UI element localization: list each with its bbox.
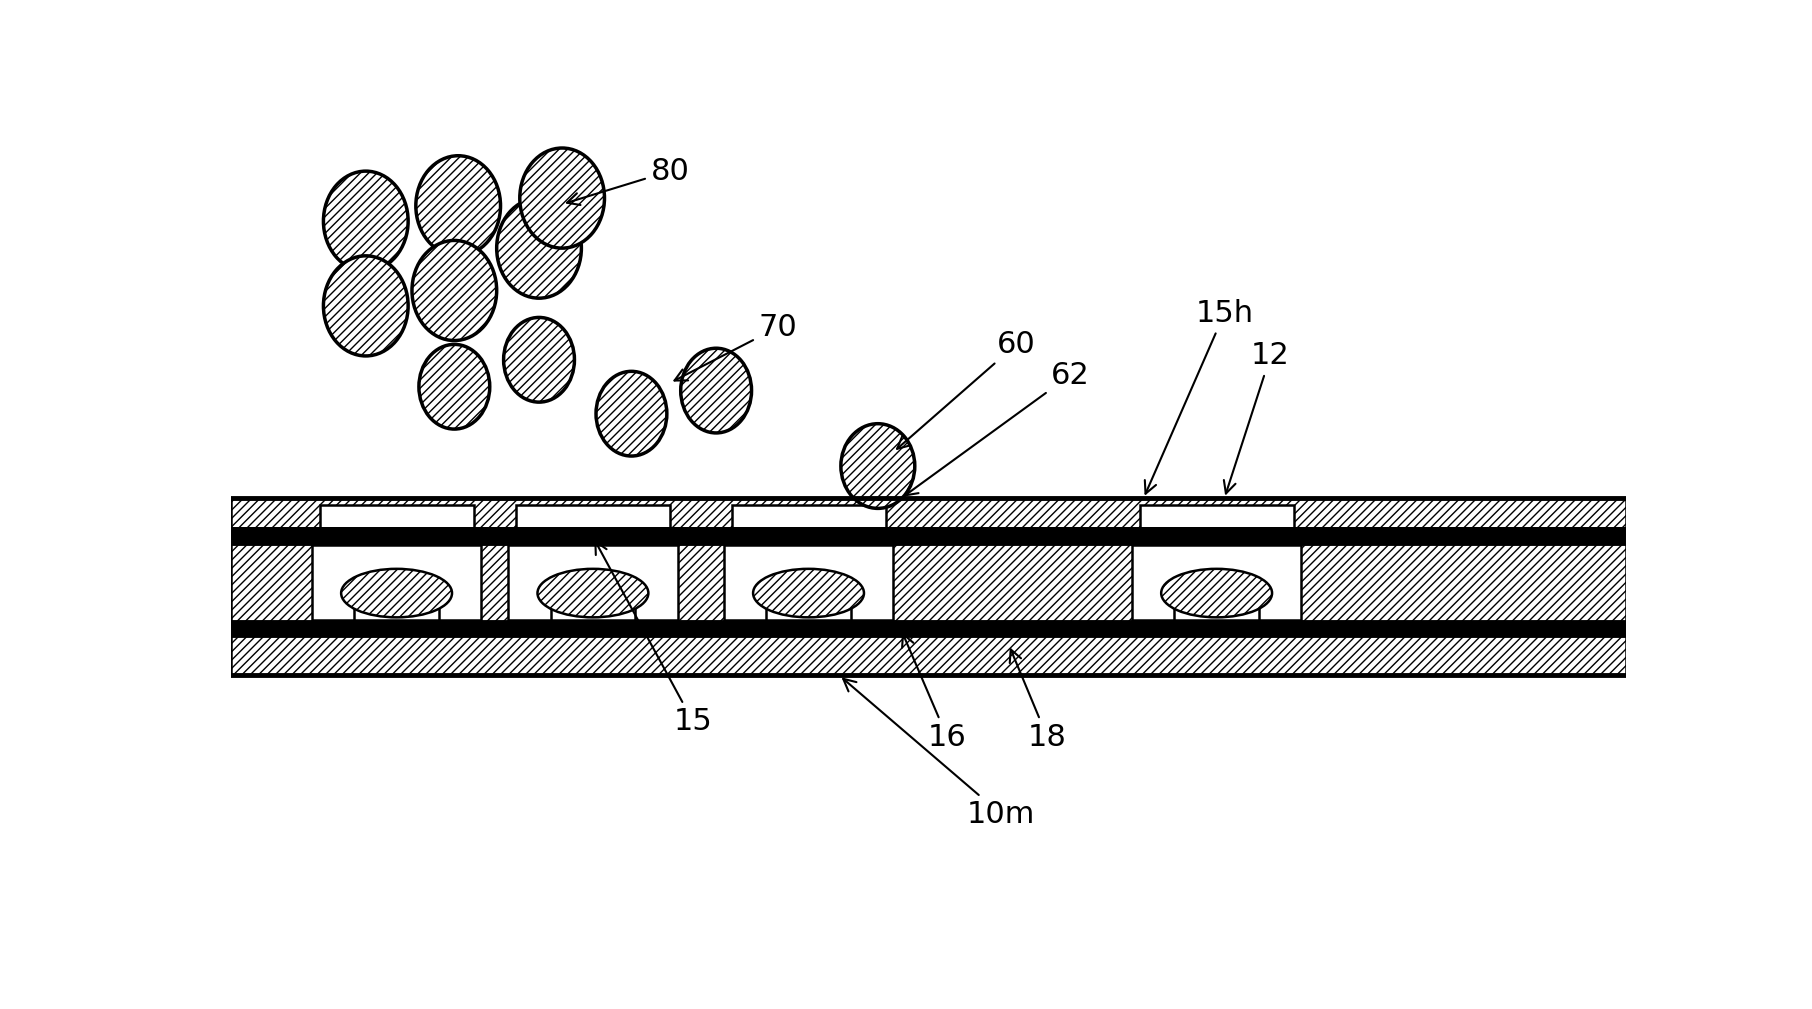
Polygon shape [1132,545,1301,621]
Ellipse shape [504,318,574,403]
Polygon shape [232,622,1627,636]
Polygon shape [723,545,893,621]
Polygon shape [732,504,886,528]
Polygon shape [232,529,1627,543]
Text: 15: 15 [596,542,712,737]
Ellipse shape [681,348,752,433]
Ellipse shape [754,569,864,618]
Ellipse shape [841,424,915,509]
Text: 62: 62 [904,360,1089,495]
Polygon shape [312,545,482,621]
Ellipse shape [411,240,496,340]
Polygon shape [1174,593,1259,621]
Ellipse shape [538,569,649,618]
Text: 16: 16 [902,634,966,752]
Ellipse shape [415,155,500,256]
Text: 18: 18 [1009,650,1067,752]
Polygon shape [319,504,473,528]
Polygon shape [551,593,636,621]
Ellipse shape [323,172,408,271]
Ellipse shape [520,148,605,248]
Polygon shape [1140,504,1294,528]
Polygon shape [516,504,670,528]
Ellipse shape [596,371,667,456]
Text: 10m: 10m [843,679,1035,828]
Text: 12: 12 [1223,341,1290,493]
Text: 15h: 15h [1145,299,1254,493]
Text: 70: 70 [674,313,797,380]
Polygon shape [232,543,1627,622]
Text: 60: 60 [897,330,1036,449]
Polygon shape [232,498,1627,529]
Polygon shape [232,636,1627,675]
Ellipse shape [496,198,582,299]
Polygon shape [507,545,678,621]
Text: 80: 80 [567,156,689,205]
Ellipse shape [1161,569,1272,618]
Polygon shape [353,593,439,621]
Ellipse shape [341,569,451,618]
Ellipse shape [323,256,408,356]
Polygon shape [766,593,852,621]
Ellipse shape [419,344,489,429]
